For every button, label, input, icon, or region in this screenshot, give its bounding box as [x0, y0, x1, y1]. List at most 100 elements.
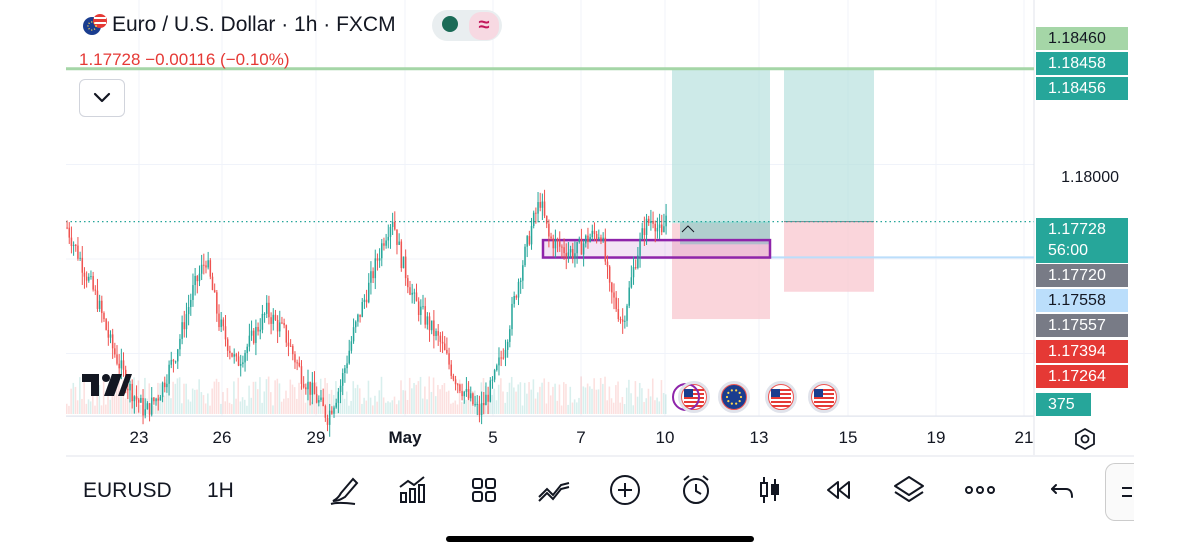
position-profit-zone[interactable]	[784, 68, 874, 222]
volume-bar	[313, 394, 315, 414]
volume-bar	[287, 398, 289, 414]
volume-bar	[625, 387, 628, 414]
candle-body	[663, 226, 665, 233]
event-us-flag-icon[interactable]	[808, 381, 840, 413]
volume-bar	[109, 399, 111, 414]
volume-bar	[76, 400, 79, 414]
candle-body	[231, 352, 233, 357]
candle-body	[582, 243, 585, 255]
volume-bar	[439, 389, 441, 414]
candle-body	[606, 261, 609, 267]
candle-body	[480, 402, 483, 416]
volume-bar	[539, 386, 541, 414]
candle-body	[398, 241, 400, 245]
more-icon[interactable]	[963, 473, 997, 507]
zone-rectangle[interactable]	[541, 238, 772, 259]
add-icon[interactable]	[608, 473, 642, 507]
data-status-icon: ≈	[469, 12, 499, 40]
candle-body	[378, 258, 381, 261]
undo-icon[interactable]	[1046, 473, 1080, 507]
candle-body	[656, 227, 659, 232]
candle-body	[322, 397, 324, 407]
volume-bar	[200, 392, 203, 414]
volume-bar	[291, 384, 294, 414]
symbol-title[interactable]: Euro / U.S. Dollar · 1h · FXCM	[112, 13, 396, 36]
alert-clock-icon[interactable]	[679, 473, 713, 507]
event-us-flag-icon[interactable]	[765, 381, 797, 413]
draw-pen-icon[interactable]	[327, 473, 361, 507]
candle-body	[346, 363, 348, 369]
trend-icon[interactable]	[537, 473, 571, 507]
candle-body	[641, 228, 643, 239]
volume-bar	[248, 385, 250, 414]
grid-layout-icon[interactable]	[467, 473, 501, 507]
volume-bar	[463, 402, 465, 414]
candle-body	[472, 393, 474, 405]
volume-bar	[194, 389, 196, 414]
volume-bar	[549, 395, 552, 414]
candle-body	[235, 354, 238, 357]
volume-bar	[239, 401, 242, 414]
event-us-flag-icon[interactable]	[678, 381, 710, 413]
candle-body	[665, 215, 667, 227]
volume-bar	[233, 381, 235, 414]
candle-body	[315, 394, 318, 403]
volume-bar	[265, 379, 268, 414]
volume-bar	[408, 377, 411, 414]
volume-bar	[343, 398, 346, 414]
volume-bar	[252, 381, 255, 414]
collapse-legend-button[interactable]	[79, 79, 125, 117]
volume-bar	[237, 377, 240, 414]
volume-bar	[623, 404, 626, 414]
volume-bar	[586, 383, 589, 414]
volume-bar	[170, 398, 172, 414]
candle-body	[619, 319, 622, 321]
volume-bar	[402, 390, 404, 414]
candle-body	[585, 235, 587, 244]
candle-body	[435, 331, 437, 337]
bar-countdown: 56:00	[1048, 242, 1089, 259]
volume-bar	[330, 389, 333, 414]
position-profit-zone[interactable]	[672, 68, 770, 224]
volume-bar	[391, 400, 394, 414]
event-eu-flag-icon[interactable]	[718, 381, 750, 413]
symbol-button[interactable]: EURUSD	[83, 479, 172, 502]
candle-body	[626, 305, 628, 321]
candle-body	[122, 360, 125, 370]
volume-bar	[617, 381, 619, 414]
candle-body	[198, 273, 201, 282]
candle-body	[459, 384, 461, 392]
candle-body	[615, 297, 617, 310]
volume-bar	[144, 377, 146, 414]
volume-bar	[541, 382, 543, 414]
volume-bar	[302, 384, 305, 414]
volume-bar	[300, 386, 302, 414]
more-tools-handle[interactable]	[1105, 463, 1134, 521]
candle-body	[652, 221, 654, 224]
candle-body	[647, 218, 650, 224]
replay-icon[interactable]	[822, 473, 856, 507]
candle-body	[554, 239, 557, 249]
volume-bar	[528, 382, 530, 414]
candle-body	[428, 316, 431, 331]
candle-body	[376, 258, 379, 261]
chart-settings-icon[interactable]	[1073, 427, 1097, 451]
candle-body	[658, 224, 661, 228]
time-tick-label: 19	[926, 428, 946, 447]
indicators-icon[interactable]	[396, 473, 430, 507]
candle-body	[407, 278, 409, 288]
candle-body	[244, 352, 246, 363]
candle-body	[600, 237, 602, 241]
candle-body	[140, 397, 142, 403]
candles-icon[interactable]	[752, 473, 786, 507]
volume-bar	[293, 387, 296, 414]
layers-icon[interactable]	[892, 473, 926, 507]
volume-bar	[98, 385, 101, 414]
candle-body	[550, 236, 552, 239]
interval-button[interactable]: 1H	[207, 479, 234, 502]
volume-bar	[361, 403, 363, 414]
candle-body	[502, 357, 505, 359]
price-tag: 1.17728	[1036, 218, 1128, 263]
candle-body	[203, 264, 205, 266]
